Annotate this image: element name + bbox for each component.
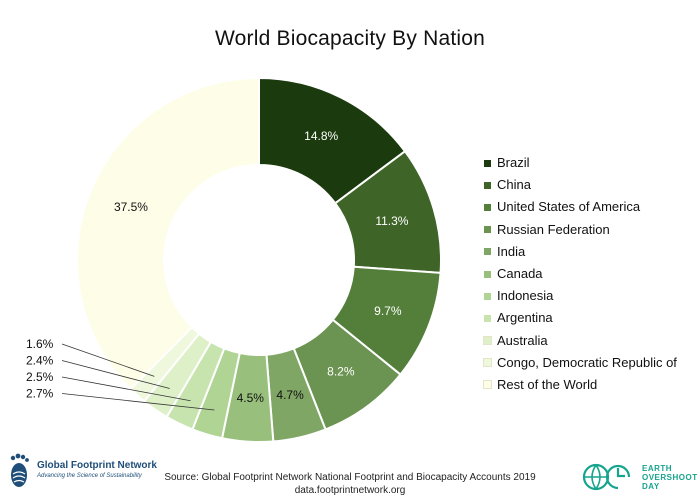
- eod-line-2: OVERSHOOT: [642, 472, 698, 482]
- legend-item-australia: Australia: [483, 330, 677, 352]
- legend-swatch: [483, 336, 492, 346]
- legend-item-brazil: Brazil: [484, 152, 677, 174]
- legend-label: Congo, Democratic Republic of: [497, 354, 677, 370]
- legend-item-united-states-of-america: United States of America: [484, 196, 677, 218]
- data-label-rest-of-the-world: 37.5%: [114, 200, 148, 214]
- legend-label: Indonesia: [497, 288, 554, 304]
- data-label-russian-federation: 8.2%: [327, 365, 355, 379]
- data-label-australia: 2.4%: [26, 354, 54, 368]
- legend-swatch: [484, 159, 491, 167]
- donut-slices: [75, 76, 442, 443]
- legend-item-russian-federation: Russian Federation: [484, 219, 677, 241]
- gfn-tagline: Advancing the Science of Sustainability: [37, 473, 142, 479]
- leader-line-australia: [61, 360, 170, 389]
- earth-globe-icon: [582, 463, 631, 491]
- legend-item-indonesia: Indonesia: [484, 285, 677, 307]
- legend-label: India: [497, 243, 526, 259]
- legend-label: Russian Federation: [497, 221, 610, 237]
- source-note: Source: Global Footprint Network Nationa…: [0, 471, 700, 497]
- gfn-logo: Global Footprint Network Advancing the S…: [7, 452, 157, 488]
- legend-item-congo-democratic-republic-of: Congo, Democratic Republic of: [483, 352, 677, 374]
- legend-item-india: India: [484, 241, 677, 263]
- legend-swatch: [484, 248, 491, 256]
- legend-label: United States of America: [497, 199, 641, 215]
- data-label-argentina: 2.5%: [26, 370, 54, 384]
- chart-title: World Biocapacity By Nation: [215, 27, 485, 50]
- source-line-1: Source: Global Footprint Network Nationa…: [164, 472, 536, 483]
- legend-swatch: [483, 380, 492, 390]
- source-line-2: data.footprintnetwork.org: [294, 485, 406, 496]
- legend-swatch: [484, 314, 491, 322]
- legend-item-rest-of-the-world: Rest of the World: [483, 374, 677, 396]
- legend-label: Argentina: [497, 310, 553, 326]
- legend-label: China: [497, 177, 531, 193]
- data-label-china: 11.3%: [375, 214, 408, 228]
- legend-label: Brazil: [497, 155, 530, 170]
- leader-lines: [61, 343, 215, 411]
- footprint-icon: [10, 453, 29, 487]
- leader-line-indonesia: [61, 393, 215, 411]
- data-label-congo-democratic-republic-of: 1.6%: [26, 337, 54, 351]
- data-label-united-states-of-america: 9.7%: [374, 304, 402, 318]
- data-label-canada: 4.5%: [237, 391, 265, 405]
- leader-line-argentina: [61, 376, 191, 402]
- gfn-name: Global Footprint Network: [37, 460, 157, 471]
- legend-swatch: [484, 203, 491, 211]
- legend-item-argentina: Argentina: [484, 307, 677, 329]
- legend: Brazil China United States of America Russi…: [483, 152, 677, 396]
- legend-label: Australia: [497, 332, 548, 348]
- data-label-india: 4.7%: [276, 388, 304, 402]
- data-labels: 14.8% 11.3% 9.7% 8.2% 4.7% 4.5% 37.5% 1.6% 2.4% 2…: [26, 129, 409, 405]
- eod-line-1: EARTH: [642, 463, 673, 473]
- legend-label: Canada: [497, 265, 543, 281]
- legend-swatch: [483, 358, 492, 368]
- legend-item-canada: Canada: [484, 263, 677, 285]
- legend-swatch: [484, 226, 491, 234]
- legend-item-china: China: [484, 174, 677, 196]
- data-label-indonesia: 2.7%: [26, 387, 54, 401]
- legend-swatch: [484, 292, 491, 300]
- data-label-brazil: 14.8%: [304, 129, 338, 143]
- legend-label: Rest of the World: [497, 376, 598, 392]
- eod-line-3: DAY: [642, 481, 660, 491]
- earth-overshoot-day-logo: EARTH OVERSHOOT DAY: [582, 462, 698, 492]
- legend-swatch: [484, 181, 491, 189]
- legend-swatch: [484, 270, 491, 278]
- leader-line-congo-democratic-republic-of: [61, 343, 155, 377]
- slice-brazil: [258, 76, 407, 205]
- slice-rest-of-the-world: [75, 76, 260, 391]
